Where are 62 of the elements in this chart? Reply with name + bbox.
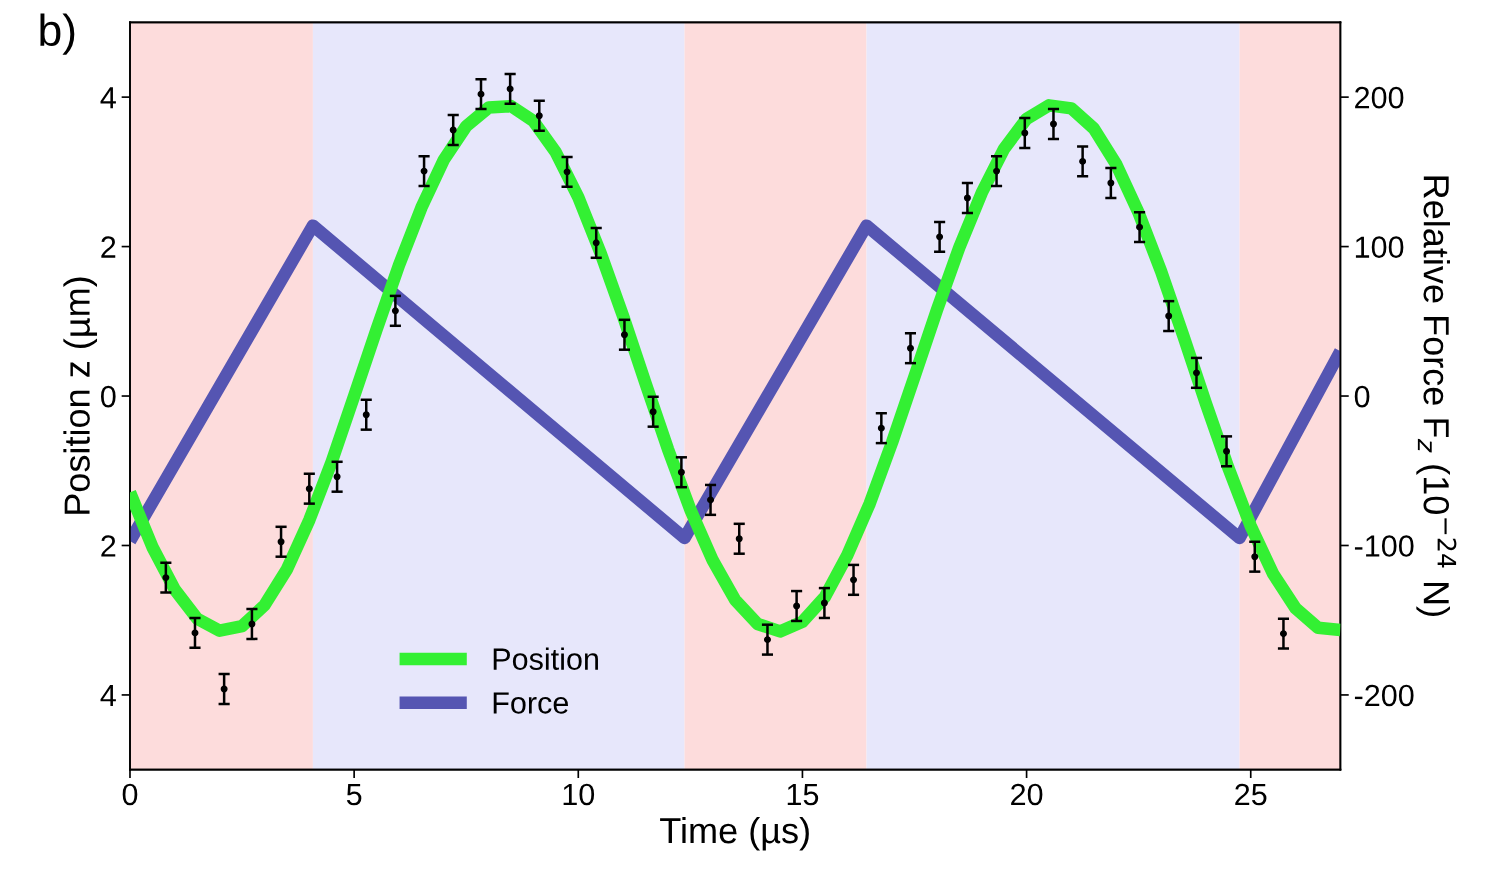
point: [1050, 120, 1057, 128]
point: [850, 576, 858, 584]
point: [592, 239, 600, 247]
point: [391, 307, 399, 315]
point: [1107, 179, 1115, 187]
y2-tick-label: 100: [1355, 236, 1404, 258]
point: [333, 473, 341, 481]
legend-label: Position: [493, 647, 598, 670]
point: [362, 411, 370, 419]
y-tick-label: 4: [100, 684, 116, 707]
point: [820, 599, 828, 607]
point: [735, 535, 743, 543]
point: [1165, 312, 1173, 320]
y2-tick-label: 0: [1354, 385, 1370, 408]
x-tick-label: 20: [1011, 783, 1043, 806]
point: [907, 344, 914, 352]
point: [420, 167, 428, 175]
point: [191, 629, 199, 637]
point: [1021, 129, 1029, 137]
point: [707, 496, 715, 504]
point: [1193, 369, 1200, 377]
y-tick-label: 2: [101, 535, 116, 557]
point: [506, 85, 514, 93]
point: [1279, 630, 1287, 638]
point: [162, 574, 170, 582]
point: [277, 538, 285, 546]
point: [535, 112, 543, 120]
point: [1136, 223, 1144, 231]
y-tick-label: 0: [100, 385, 116, 408]
point: [649, 408, 657, 416]
x-axis-title: Time (µs): [660, 816, 809, 851]
point: [1079, 157, 1087, 165]
point: [677, 468, 685, 476]
y-axis-title: Position z (µm): [63, 277, 98, 514]
point: [936, 233, 944, 241]
point: [620, 331, 628, 339]
x-tick-label: 25: [1235, 783, 1267, 806]
y-tick-label: 4: [100, 87, 116, 109]
point: [477, 90, 485, 98]
point: [563, 168, 571, 176]
point: [305, 485, 313, 493]
legend-label: Force: [493, 692, 568, 714]
y2-axis-title: Relative Force F$_{z}$ (10$^{−24}$ N): [1416, 176, 1457, 616]
point: [963, 194, 971, 202]
x-tick-label: 15: [787, 783, 819, 806]
point: [877, 424, 885, 432]
x-tick-label: 10: [563, 783, 595, 806]
point: [793, 602, 801, 610]
text: b): [40, 13, 75, 55]
point: [220, 685, 228, 693]
y2-tick-label: 200: [1355, 86, 1404, 109]
point: [248, 620, 256, 628]
y-tick-label: 2: [101, 236, 116, 258]
x-tick-label: 5: [346, 783, 362, 806]
x-tick-label: 0: [122, 783, 138, 806]
point: [1223, 447, 1230, 455]
point: [449, 126, 457, 134]
y2-tick-label: -200: [1354, 684, 1414, 707]
point: [993, 167, 1001, 175]
y2-tick-label: -100: [1354, 535, 1414, 557]
point: [763, 636, 771, 644]
point: [1251, 553, 1259, 561]
